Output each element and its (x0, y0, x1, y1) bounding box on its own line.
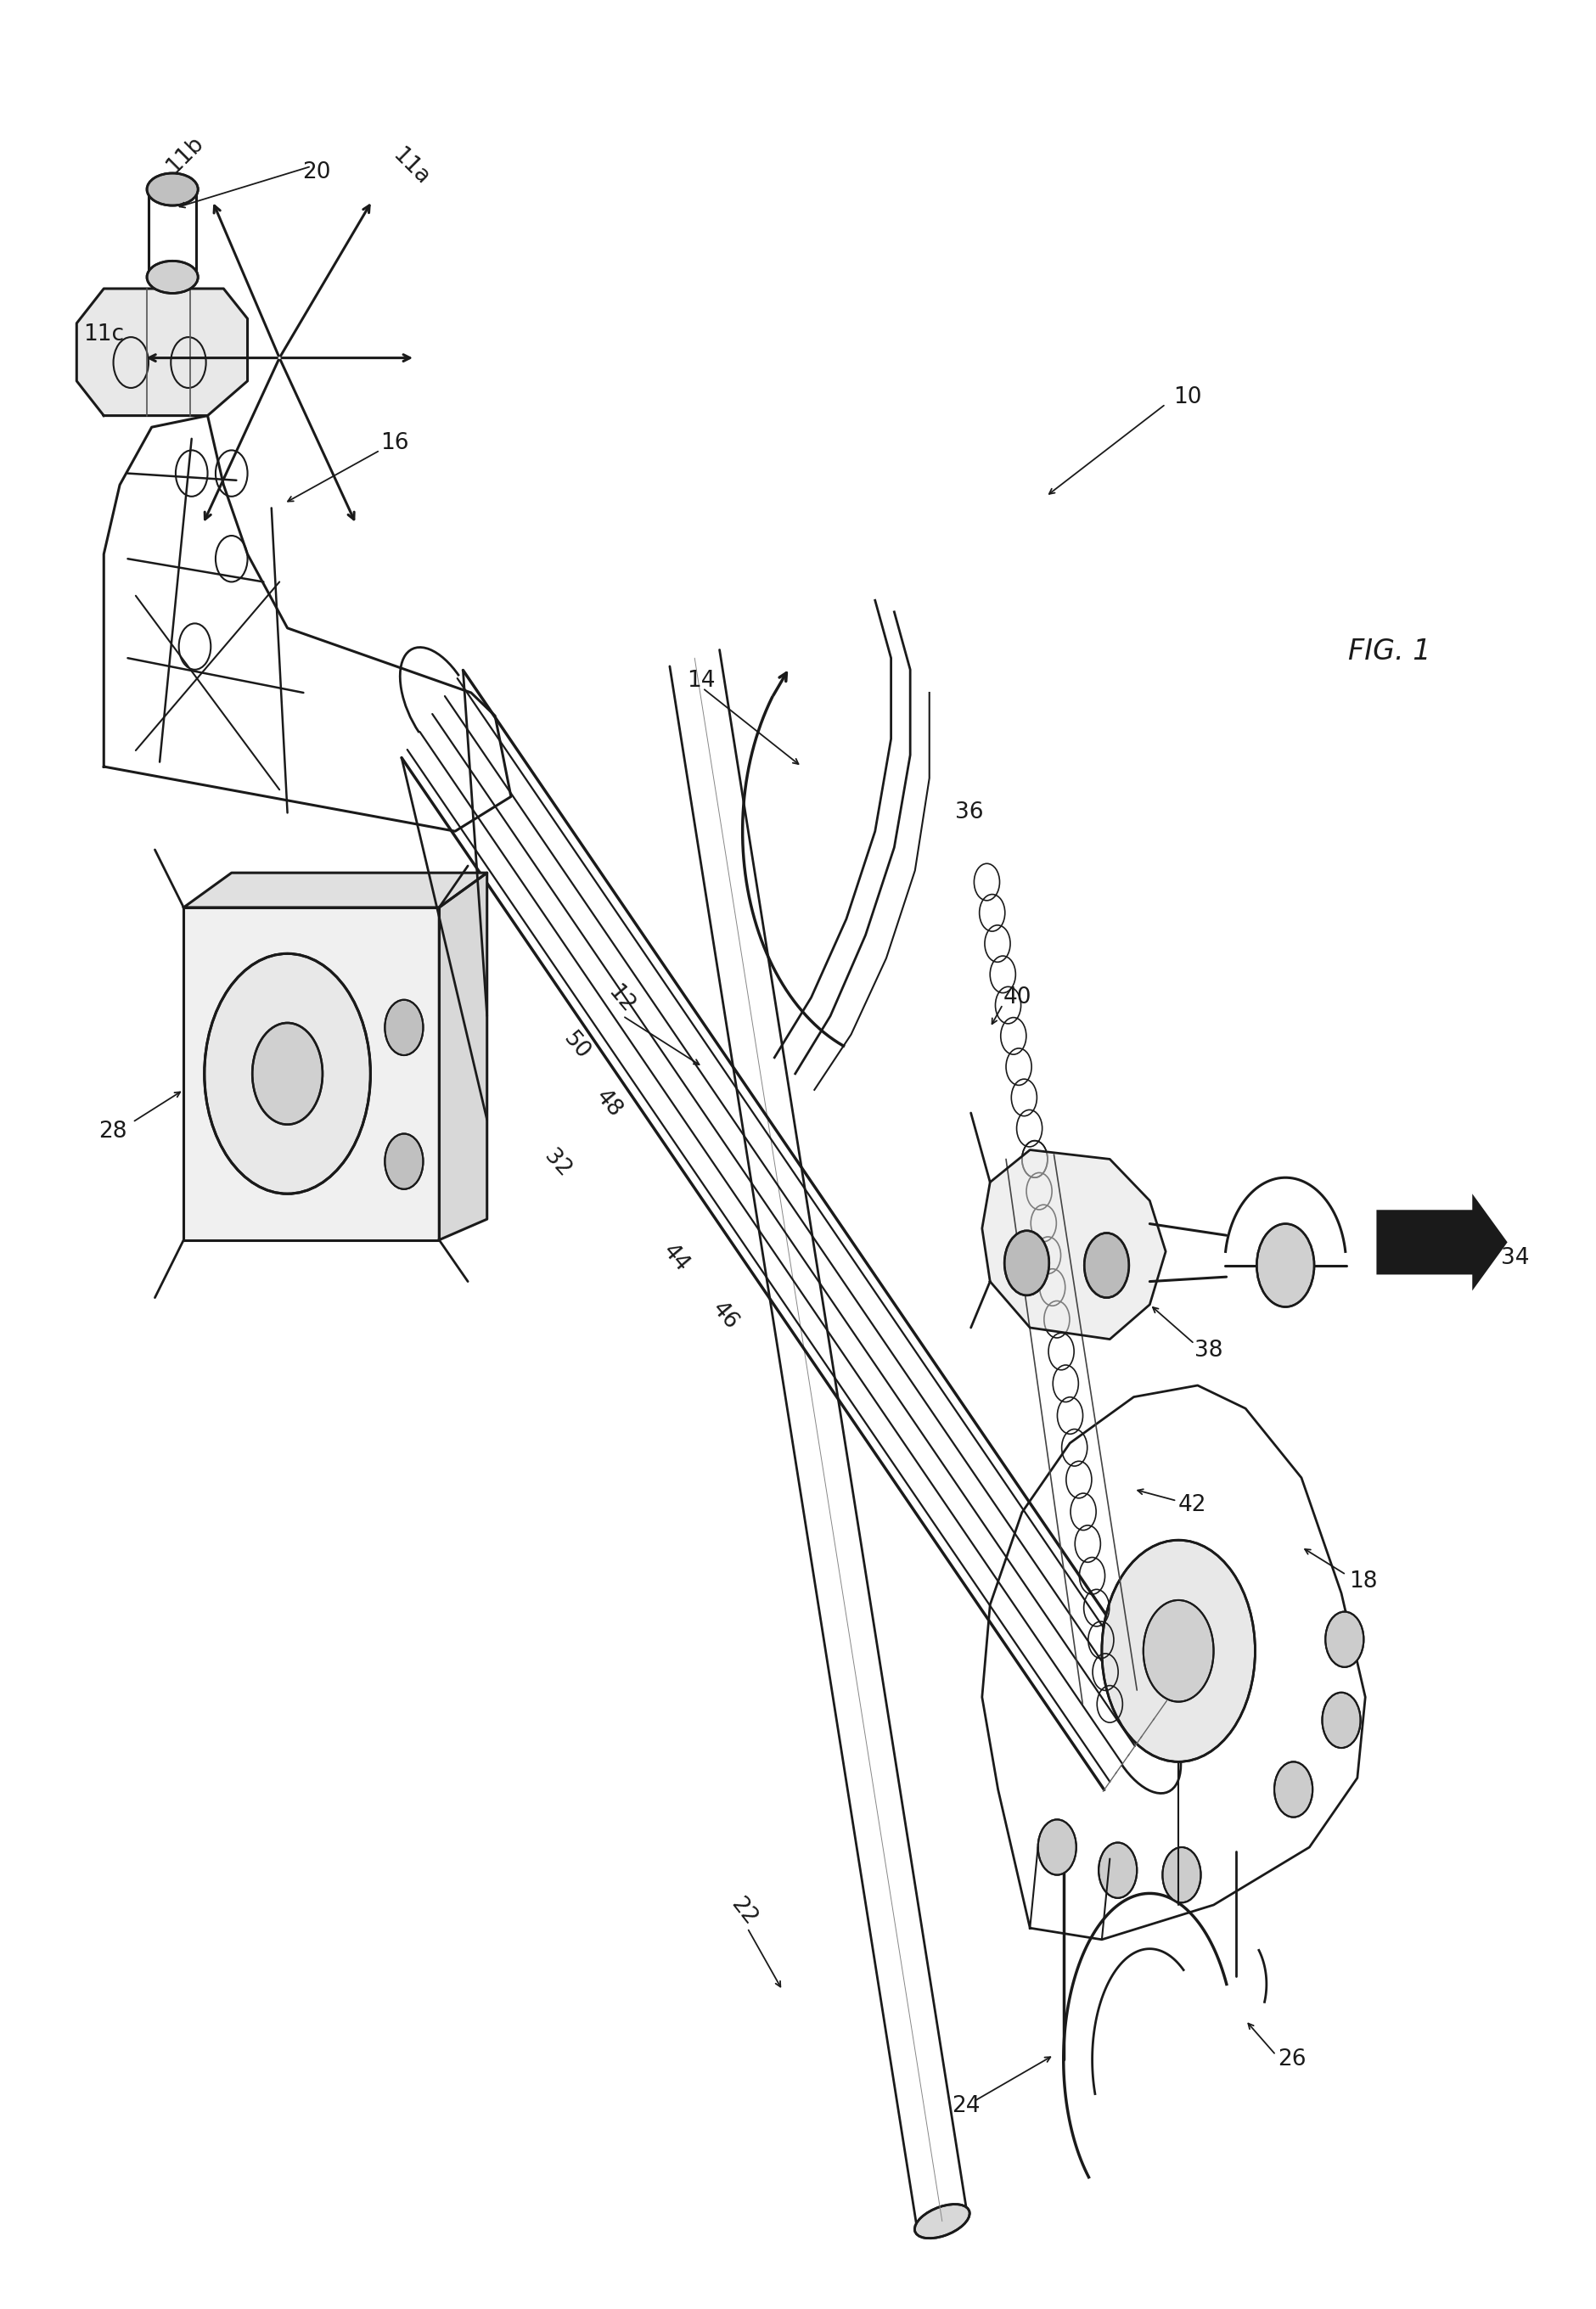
Circle shape (385, 1134, 423, 1189)
Text: 38: 38 (1194, 1339, 1223, 1362)
Circle shape (1256, 1224, 1314, 1307)
Polygon shape (439, 873, 487, 1240)
Circle shape (1098, 1843, 1136, 1898)
Polygon shape (184, 873, 487, 907)
Text: 24: 24 (951, 2094, 980, 2117)
Circle shape (385, 1000, 423, 1055)
Text: 34: 34 (1500, 1247, 1529, 1270)
Text: 18: 18 (1349, 1570, 1377, 1593)
Circle shape (252, 1023, 322, 1124)
Text: 48: 48 (591, 1085, 626, 1122)
Circle shape (204, 954, 370, 1194)
Text: 22: 22 (726, 1893, 761, 1930)
Text: 16: 16 (380, 432, 409, 455)
Polygon shape (77, 289, 247, 416)
Text: 11b: 11b (161, 132, 207, 178)
Circle shape (1037, 1819, 1076, 1875)
Circle shape (1274, 1762, 1312, 1817)
Text: FIG. 1: FIG. 1 (1347, 637, 1430, 665)
Text: 11a: 11a (388, 143, 433, 189)
Text: 32: 32 (539, 1145, 575, 1182)
Text: 10: 10 (1173, 386, 1202, 409)
Circle shape (1325, 1612, 1363, 1667)
Text: 26: 26 (1277, 2048, 1306, 2071)
Text: 36: 36 (954, 801, 983, 824)
Polygon shape (982, 1150, 1165, 1339)
Ellipse shape (147, 261, 198, 293)
Text: 11c: 11c (83, 323, 124, 346)
Text: 28: 28 (99, 1120, 128, 1143)
Text: 30: 30 (243, 1067, 271, 1090)
Circle shape (1321, 1692, 1360, 1748)
Text: 14: 14 (686, 670, 715, 693)
Circle shape (1143, 1600, 1213, 1702)
Text: 12: 12 (603, 981, 638, 1018)
Text: 40: 40 (1002, 986, 1031, 1009)
Circle shape (1004, 1231, 1049, 1295)
Polygon shape (184, 907, 439, 1240)
FancyArrow shape (1376, 1194, 1507, 1291)
Text: 50: 50 (559, 1028, 594, 1064)
Circle shape (1084, 1233, 1128, 1298)
Ellipse shape (915, 2205, 969, 2237)
Text: 20: 20 (302, 162, 330, 185)
Circle shape (1101, 1540, 1254, 1762)
Text: 42: 42 (1178, 1494, 1207, 1517)
Ellipse shape (147, 173, 198, 206)
Text: 44: 44 (658, 1240, 693, 1277)
Circle shape (1162, 1847, 1200, 1903)
Text: 46: 46 (707, 1298, 742, 1335)
